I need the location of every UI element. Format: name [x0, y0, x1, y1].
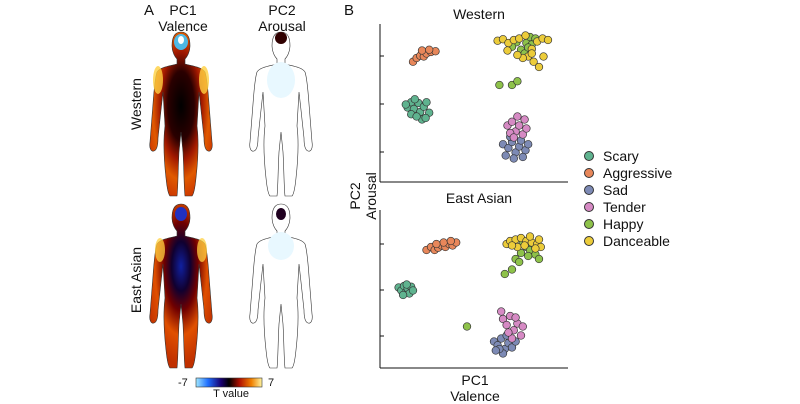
point-tender: [504, 328, 513, 337]
colorbar: [195, 377, 263, 388]
point-scary: [422, 98, 431, 107]
legend-swatch-aggressive: [584, 168, 594, 178]
point-tender: [502, 320, 511, 330]
body-map-east-asian-valence: [149, 203, 213, 369]
point-tender: [507, 334, 517, 343]
point-danceable: [534, 235, 544, 244]
point-danceable: [503, 46, 512, 55]
point-aggressive: [417, 46, 427, 55]
legend-item-sad: Sad: [584, 182, 628, 198]
panel-b-label: B: [344, 2, 355, 19]
legend-swatch-sad: [584, 185, 594, 195]
pc1-heading-line1: PC1: [169, 2, 197, 18]
point-tender: [511, 313, 520, 322]
scatter-title-east-asian: East Asian: [445, 190, 513, 206]
point-aggressive: [425, 45, 434, 54]
pc2-heading-line1: PC2: [268, 2, 296, 18]
point-tender: [518, 322, 527, 331]
point-scary: [408, 286, 418, 295]
legend-item-aggressive: Aggressive: [584, 165, 672, 181]
legend-item-happy: Happy: [584, 216, 643, 232]
point-scary: [412, 112, 421, 121]
point-aggressive: [446, 236, 455, 246]
point-sad: [507, 343, 517, 352]
point-scary: [398, 290, 408, 300]
point-danceable: [527, 49, 536, 58]
point-happy: [524, 251, 533, 261]
legend-item-tender: Tender: [584, 199, 646, 215]
point-aggressive: [439, 238, 448, 247]
point-tender: [509, 133, 518, 142]
scatter-east-asian: [379, 210, 568, 369]
legend-item-danceable: Danceable: [584, 233, 670, 249]
point-danceable: [539, 52, 548, 61]
legend: Scary Aggressive Sad Tender Happy Dancea…: [584, 148, 724, 258]
point-happy: [516, 248, 526, 258]
point-tender: [520, 115, 529, 124]
colorbar-title: T value: [213, 388, 249, 400]
point-danceable: [521, 31, 530, 40]
pc1-column-heading: PC1 Valence: [138, 2, 228, 34]
point-danceable: [531, 244, 540, 253]
colorbar-max-label: 7: [268, 377, 275, 389]
scatter-title-western: Western: [453, 6, 505, 22]
pc2-heading-line2: Arousal: [258, 18, 306, 34]
legend-label-scary: Scary: [603, 148, 639, 164]
point-sad: [501, 151, 510, 160]
point-danceable: [520, 241, 529, 250]
point-sad: [491, 346, 500, 355]
pc2-column-heading: PC2 Arousal: [237, 2, 327, 34]
point-scary: [410, 95, 419, 104]
point-danceable: [529, 57, 538, 66]
point-sad: [509, 154, 518, 163]
legend-item-scary: Scary: [584, 148, 639, 164]
point-happy: [495, 80, 504, 90]
point-happy: [534, 254, 544, 264]
point-danceable: [507, 241, 517, 250]
legend-swatch-happy: [584, 219, 594, 229]
legend-swatch-tender: [584, 202, 594, 212]
point-tender: [516, 331, 526, 340]
point-sad: [524, 140, 533, 149]
point-danceable: [525, 232, 535, 241]
pc1-heading-line2: Valence: [158, 18, 208, 34]
point-tender: [522, 124, 531, 133]
point-tender: [518, 130, 527, 139]
legend-swatch-scary: [584, 151, 594, 161]
body-map-western-valence: [149, 31, 213, 197]
point-danceable: [513, 50, 522, 60]
point-danceable: [543, 35, 553, 45]
point-happy: [515, 257, 524, 267]
point-happy: [500, 269, 509, 279]
point-tender: [497, 307, 506, 316]
body-map-western-arousal: [249, 31, 313, 197]
point-happy: [507, 265, 517, 274]
legend-swatch-danceable: [584, 236, 594, 246]
legend-label-tender: Tender: [603, 199, 646, 215]
point-scary: [401, 100, 410, 109]
point-scary: [421, 113, 430, 123]
body-maps-svg: [149, 31, 313, 388]
point-scary: [402, 280, 411, 289]
panel-a-label: A: [144, 2, 155, 19]
legend-label-sad: Sad: [603, 182, 628, 198]
legend-label-aggressive: Aggressive: [603, 165, 673, 181]
scatter-western: [379, 24, 568, 183]
colorbar-min-label: -7: [178, 377, 188, 389]
point-sad: [504, 143, 513, 153]
legend-label-happy: Happy: [603, 216, 644, 232]
point-happy: [462, 322, 472, 331]
point-tender: [513, 112, 522, 121]
point-tender: [515, 121, 524, 130]
point-happy: [513, 77, 522, 86]
legend-label-danceable: Danceable: [603, 233, 670, 249]
point-sad: [518, 152, 527, 162]
point-aggressive: [432, 239, 441, 249]
point-danceable: [534, 62, 544, 72]
point-tender: [507, 117, 517, 126]
x-axis-line1: PC1: [461, 372, 489, 388]
body-map-east-asian-arousal: [249, 203, 313, 369]
